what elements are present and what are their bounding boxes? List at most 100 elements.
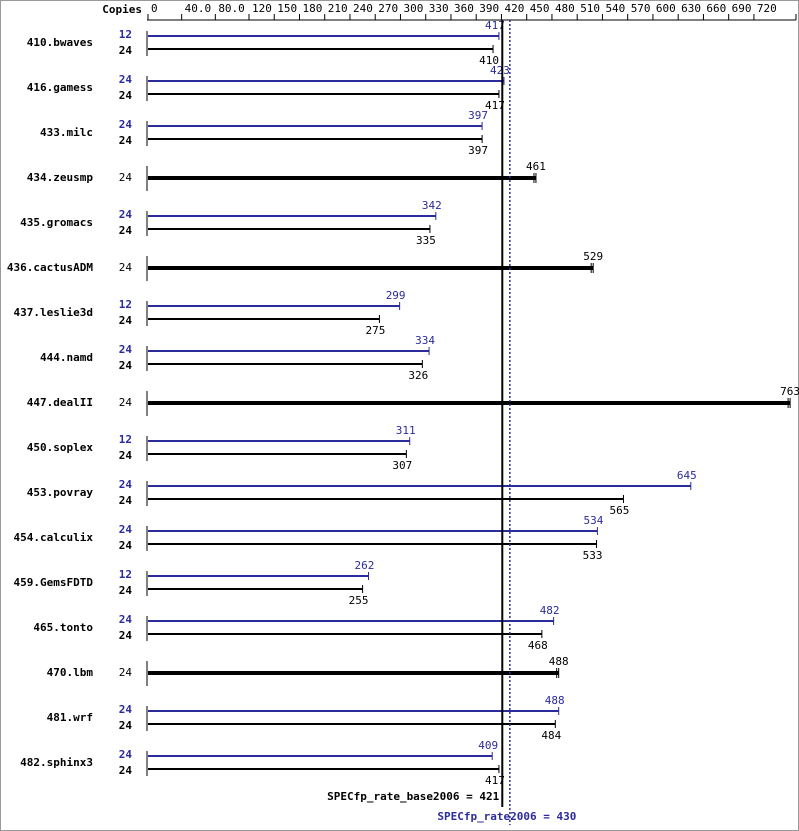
bar (148, 453, 407, 455)
value-label: 334 (415, 334, 435, 347)
copies-label: 24 (119, 44, 133, 57)
value-label: 397 (468, 109, 488, 122)
copies-label: 12 (119, 298, 132, 311)
value-label: 417 (485, 99, 505, 112)
x-tick-label: 510 (580, 2, 600, 15)
copies-label: 24 (119, 89, 133, 102)
value-label: 397 (468, 144, 488, 157)
benchmark-label: 453.povray (27, 486, 94, 499)
value-label: 488 (549, 655, 569, 668)
x-tick-label: 720 (757, 2, 777, 15)
copies-label: 24 (119, 539, 133, 552)
bar (148, 530, 598, 532)
bar (148, 228, 430, 230)
copies-label: 24 (119, 629, 133, 642)
bar (148, 768, 499, 770)
bar (148, 318, 380, 320)
x-tick-label: 40.0 (185, 2, 212, 15)
copies-label: 24 (119, 359, 133, 372)
copies-label: 24 (119, 748, 133, 761)
copies-label: 24 (119, 208, 133, 221)
bar (148, 48, 494, 50)
bar (148, 588, 363, 590)
benchmark-label: 410.bwaves (27, 36, 93, 49)
bar (148, 350, 430, 352)
bar (148, 305, 400, 307)
value-label: 488 (545, 694, 565, 707)
copies-label: 24 (119, 118, 133, 131)
x-tick-label: 210 (328, 2, 348, 15)
copies-label: 12 (119, 433, 132, 446)
bar (148, 755, 493, 757)
benchmark-label: 465.tonto (33, 621, 93, 634)
value-label: 410 (479, 54, 499, 67)
x-tick-label: 390 (479, 2, 499, 15)
value-label: 417 (485, 774, 505, 787)
value-label: 565 (610, 504, 630, 517)
value-label: 417 (485, 19, 505, 32)
value-label: 534 (583, 514, 603, 527)
copies-label: 24 (119, 449, 133, 462)
bar (148, 671, 559, 675)
x-tick-label: 330 (429, 2, 449, 15)
bar (148, 485, 691, 487)
copies-label: 24 (119, 343, 133, 356)
value-label: 307 (392, 459, 412, 472)
x-tick-label: 420 (504, 2, 524, 15)
benchmark-label: 416.gamess (27, 81, 93, 94)
benchmark-label: 436.cactusADM (7, 261, 93, 274)
copies-label: 24 (119, 478, 133, 491)
x-tick-label: 630 (681, 2, 701, 15)
copies-label: 24 (119, 666, 133, 679)
copies-label: 24 (119, 494, 133, 507)
bar (148, 215, 436, 217)
value-label: 529 (583, 250, 603, 263)
benchmark-label: 470.lbm (47, 666, 94, 679)
bar (148, 93, 499, 95)
x-tick-label: 450 (530, 2, 550, 15)
benchmark-label: 433.milc (40, 126, 93, 139)
bar (148, 401, 791, 405)
reference-label: SPECfp_rate2006 = 430 (437, 810, 576, 823)
bar (148, 35, 499, 37)
copies-label: 24 (119, 584, 133, 597)
copies-header: Copies (102, 3, 142, 16)
value-label: 763 (780, 385, 799, 398)
x-tick-label: 660 (706, 2, 726, 15)
x-tick-label: 240 (353, 2, 373, 15)
x-tick-label: 360 (454, 2, 474, 15)
copies-label: 24 (119, 764, 133, 777)
benchmark-label: 444.namd (40, 351, 93, 364)
copies-label: 12 (119, 28, 132, 41)
value-label: 326 (408, 369, 428, 382)
x-tick-label: 540 (605, 2, 625, 15)
x-tick-label: 480 (555, 2, 575, 15)
bar (148, 498, 624, 500)
x-tick-label: 570 (631, 2, 651, 15)
value-label: 342 (422, 199, 442, 212)
benchmark-label: 437.leslie3d (14, 306, 93, 319)
copies-label: 24 (119, 224, 133, 237)
bar (148, 440, 410, 442)
benchmark-label: 459.GemsFDTD (14, 576, 94, 589)
copies-label: 24 (119, 613, 133, 626)
x-tick-label: 180 (302, 2, 322, 15)
bar (148, 363, 423, 365)
benchmark-label: 481.wrf (47, 711, 93, 724)
x-tick-label: 80.0 (218, 2, 245, 15)
bar (148, 80, 504, 82)
value-label: 533 (583, 549, 603, 562)
copies-label: 24 (119, 719, 133, 732)
value-label: 409 (478, 739, 498, 752)
copies-label: 24 (119, 73, 133, 86)
value-label: 468 (528, 639, 548, 652)
copies-label: 24 (119, 703, 133, 716)
bar (148, 543, 597, 545)
value-label: 645 (677, 469, 697, 482)
benchmark-label: 434.zeusmp (27, 171, 94, 184)
value-label: 335 (416, 234, 436, 247)
bar (148, 633, 542, 635)
copies-label: 24 (119, 171, 133, 184)
benchmark-label: 454.calculix (14, 531, 94, 544)
